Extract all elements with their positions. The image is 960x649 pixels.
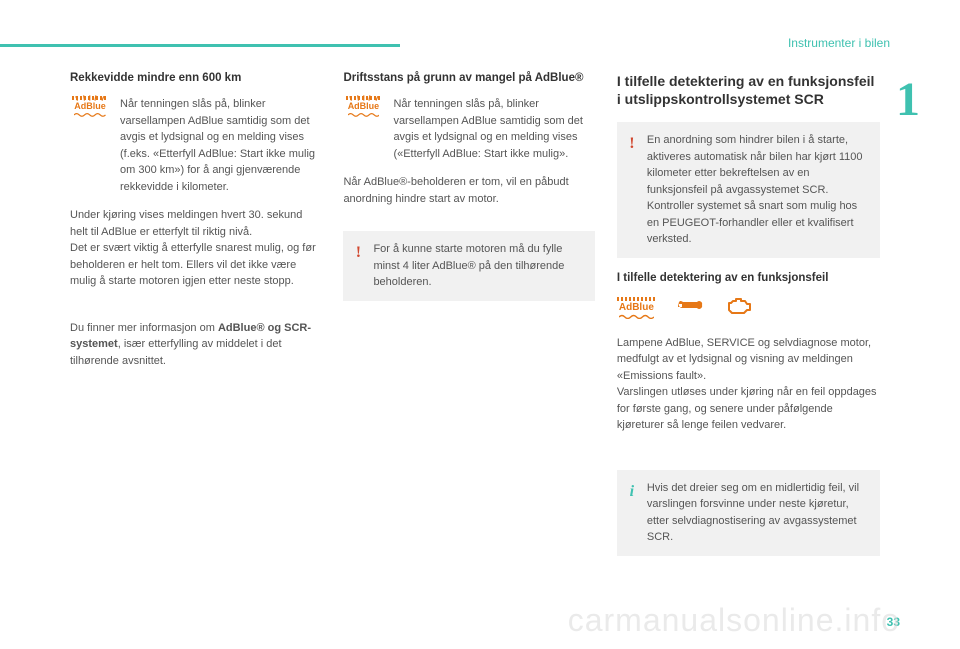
col2-icon-paragraph: AdBlue Når tenningen slås på, blinker va… [343, 96, 594, 162]
col2-p1: Når tenningen slås på, blinker varsellam… [393, 96, 594, 162]
col3-info-notice: i Hvis det dreier seg om en midlertidig … [617, 470, 880, 556]
col3-heading: I tilfelle detektering av en funksjonsfe… [617, 72, 880, 108]
col3-p1: Lampene AdBlue, SERVICE og selvdiagnose … [617, 335, 880, 434]
engine-diagnostic-icon [726, 296, 752, 321]
indicator-lamp-row: AdBlue [617, 296, 880, 321]
col1-p1: Når tenningen slås på, blinker varsellam… [120, 96, 321, 195]
col3-notice1-text: En anordning som hindrer bilen i å start… [647, 132, 868, 248]
column-2: Driftsstans på grunn av mangel på AdBlue… [343, 72, 594, 570]
content-columns: Rekkevidde mindre enn 600 km AdBlue Når … [70, 72, 880, 570]
adblue-icon: AdBlue [343, 96, 383, 117]
col1-p3a: Du finner mer informasjon om [70, 322, 218, 334]
adblue-icon-label: AdBlue [619, 302, 654, 313]
column-3: I tilfelle detektering av en funksjonsfe… [617, 72, 880, 570]
header-accent-line [0, 44, 400, 47]
info-mark-icon: i [625, 480, 639, 546]
adblue-icon: AdBlue [617, 297, 656, 319]
chapter-number: 1 [896, 72, 920, 127]
col2-heading: Driftsstans på grunn av mangel på AdBlue… [343, 72, 594, 84]
warning-mark-icon: ! [351, 241, 365, 291]
col3-warning-notice: ! En anordning som hindrer bilen i å sta… [617, 122, 880, 258]
adblue-icon: AdBlue [70, 96, 110, 117]
col2-p2: Når AdBlue®-beholderen er tom, vil en på… [343, 174, 594, 207]
adblue-icon-label: AdBlue [74, 101, 106, 111]
col1-p3: Du finner mer informasjon om AdBlue® og … [70, 320, 321, 370]
adblue-icon-label: AdBlue [348, 101, 380, 111]
column-1: Rekkevidde mindre enn 600 km AdBlue Når … [70, 72, 321, 570]
col2-notice1-text: For å kunne starte motoren må du fylle m… [373, 241, 582, 291]
col1-icon-paragraph: AdBlue Når tenningen slås på, blinker va… [70, 96, 321, 195]
col3-subheading: I tilfelle detektering av en funksjonsfe… [617, 272, 880, 284]
col2-warning-notice: ! For å kunne starte motoren må du fylle… [343, 231, 594, 301]
col1-heading: Rekkevidde mindre enn 600 km [70, 72, 321, 84]
col3-notice2-text: Hvis det dreier seg om en midlertidig fe… [647, 480, 868, 546]
service-wrench-icon [676, 297, 706, 320]
warning-mark-icon: ! [625, 132, 639, 248]
col1-p2: Under kjøring vises meldingen hvert 30. … [70, 207, 321, 290]
watermark: carmanualsonline.info [568, 602, 900, 639]
section-title: Instrumenter i bilen [788, 36, 890, 50]
